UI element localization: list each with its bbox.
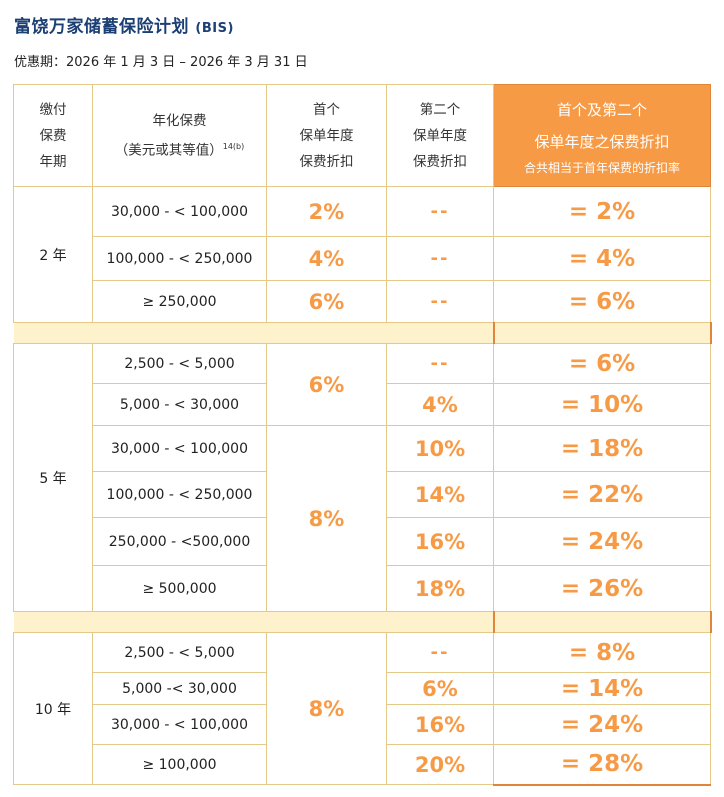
second-year-discount: --: [386, 280, 494, 323]
second-year-discount: 16%: [386, 704, 494, 745]
range-cell: 5,000 - < 30,000: [92, 383, 267, 426]
second-year-discount: 16%: [386, 517, 494, 566]
range-cell: 2,500 - < 5,000: [92, 632, 267, 673]
header-second-line2: 保单年度: [413, 127, 467, 144]
term-cell: 10 年: [13, 632, 93, 785]
second-year-discount: 20%: [386, 744, 494, 785]
combined-discount: = 2%: [493, 186, 711, 237]
header-term-line2: 保费: [39, 127, 67, 144]
plan-title: 富饶万家储蓄保险计划 (BIS): [14, 12, 234, 37]
range-cell: 250,000 - <500,000: [92, 517, 267, 566]
term-cell: 5 年: [13, 343, 93, 612]
first-year-discount: 6%: [266, 280, 387, 323]
table-row: ≥ 100,000 20% = 28%: [14, 744, 711, 786]
header-row: 缴付 保费 年期 年化保费 （美元或其等值）14(b) 首个 保单年度 保费折扣…: [13, 84, 711, 187]
table-row: 250,000 - <500,000 16% = 24%: [14, 517, 711, 566]
second-year-discount: --: [386, 632, 494, 673]
combined-discount: = 10%: [493, 383, 711, 426]
range-cell: 30,000 - < 100,000: [92, 186, 267, 237]
combined-discount: = 26%: [493, 565, 711, 612]
term-cell: 2 年: [13, 186, 93, 323]
range-cell: 5,000 -< 30,000: [92, 672, 267, 705]
combined-discount: = 6%: [493, 343, 711, 384]
first-year-discount: 6%: [266, 343, 387, 426]
combined-discount: = 8%: [493, 632, 711, 673]
second-year-discount: 14%: [386, 471, 494, 518]
first-year-discount: 8%: [266, 425, 387, 612]
range-cell: ≥ 500,000: [92, 565, 267, 612]
header-term-line1: 缴付: [39, 101, 67, 118]
header-combined-line2: 保单年度之保费折扣: [534, 132, 670, 151]
combined-discount: = 14%: [493, 672, 711, 705]
table-row: 5 年 2,500 - < 5,000 6% -- = 6%: [13, 343, 711, 612]
header-premium-line1: 年化保费: [152, 112, 207, 129]
header-combined-line1: 首个及第二个: [556, 100, 647, 119]
separator-fill: [13, 322, 494, 344]
offer-period: 优惠期：2026 年 1 月 3 日 – 2026 年 3 月 31 日: [14, 55, 308, 70]
header-first-year: 首个 保单年度 保费折扣: [266, 84, 387, 187]
first-year-discount: 4%: [266, 236, 387, 281]
combined-discount: = 24%: [493, 517, 711, 566]
header-first-line1: 首个: [313, 101, 340, 118]
table-row: 100,000 - < 250,000 14% = 22%: [14, 471, 711, 518]
separator-fill-highlight: [492, 611, 712, 633]
plan-title-zh: 富饶万家储蓄保险计划: [14, 17, 189, 37]
header-premium: 年化保费 （美元或其等值）14(b): [92, 84, 267, 187]
header-term-line3: 年期: [39, 153, 67, 170]
table-row: ≥ 250,000 6% -- = 6%: [14, 280, 711, 323]
table-row: 30,000 - < 100,000 16% = 24%: [14, 704, 711, 745]
second-year-discount: 4%: [386, 383, 494, 426]
range-cell: ≥ 250,000: [92, 280, 267, 323]
header-second-line1: 第二个: [419, 101, 461, 118]
range-cell: ≥ 100,000: [92, 744, 267, 785]
table-row: ≥ 500,000 18% = 26%: [14, 565, 711, 612]
group-separator: [13, 611, 712, 633]
table-row: 5,000 -< 30,000 6% = 14%: [14, 672, 711, 705]
separator-fill: [13, 611, 494, 633]
second-year-discount: --: [386, 236, 494, 281]
second-year-discount: 18%: [386, 565, 494, 612]
header-first-line3: 保费折扣: [299, 153, 354, 170]
header-combined-sub: 合共相当于首年保费的折扣率: [523, 160, 680, 175]
combined-discount: = 6%: [493, 280, 711, 323]
second-year-discount: 10%: [386, 425, 494, 472]
footnote-ref: 14(b): [222, 141, 245, 151]
table-row: 5,000 - < 30,000 4% = 10%: [14, 383, 711, 426]
group-separator: [13, 322, 712, 344]
header-premium-currency: （美元或其等值）: [114, 142, 223, 159]
header-second-year: 第二个 保单年度 保费折扣: [386, 84, 494, 187]
header-first-line2: 保单年度: [299, 127, 354, 144]
header-combined: 首个及第二个 保单年度之保费折扣 合共相当于首年保费的折扣率: [493, 84, 711, 187]
range-cell: 2,500 - < 5,000: [92, 343, 267, 384]
table-row: 100,000 - < 250,000 4% -- = 4%: [14, 236, 711, 281]
separator-fill-highlight: [492, 322, 712, 344]
table-row: 30,000 - < 100,000 8% 10% = 18%: [14, 425, 711, 612]
header-premium-line2: （美元或其等值）14(b): [93, 134, 266, 164]
range-cell: 30,000 - < 100,000: [92, 704, 267, 745]
combined-discount: = 4%: [493, 236, 711, 281]
second-year-discount: --: [386, 186, 494, 237]
first-year-discount: 2%: [266, 186, 387, 237]
range-cell: 30,000 - < 100,000: [92, 425, 267, 472]
header-term: 缴付 保费 年期: [13, 84, 93, 187]
table-row: 2 年 30,000 - < 100,000 2% -- = 2%: [13, 186, 711, 323]
second-year-discount: 6%: [386, 672, 494, 705]
range-cell: 100,000 - < 250,000: [92, 236, 267, 281]
first-year-discount: 8%: [266, 632, 387, 785]
second-year-discount: --: [386, 343, 494, 384]
combined-discount: = 18%: [493, 425, 711, 472]
discount-table: 缴付 保费 年期 年化保费 （美元或其等值）14(b) 首个 保单年度 保费折扣…: [13, 84, 712, 786]
table-row: 10 年 2,500 - < 5,000 8% -- = 8%: [13, 632, 711, 785]
header-second-line3: 保费折扣: [413, 153, 467, 170]
combined-discount: = 22%: [493, 471, 711, 518]
plan-title-en: (BIS): [195, 21, 234, 36]
combined-discount: = 24%: [493, 704, 711, 745]
range-cell: 100,000 - < 250,000: [92, 471, 267, 518]
combined-discount: = 28%: [493, 744, 711, 786]
